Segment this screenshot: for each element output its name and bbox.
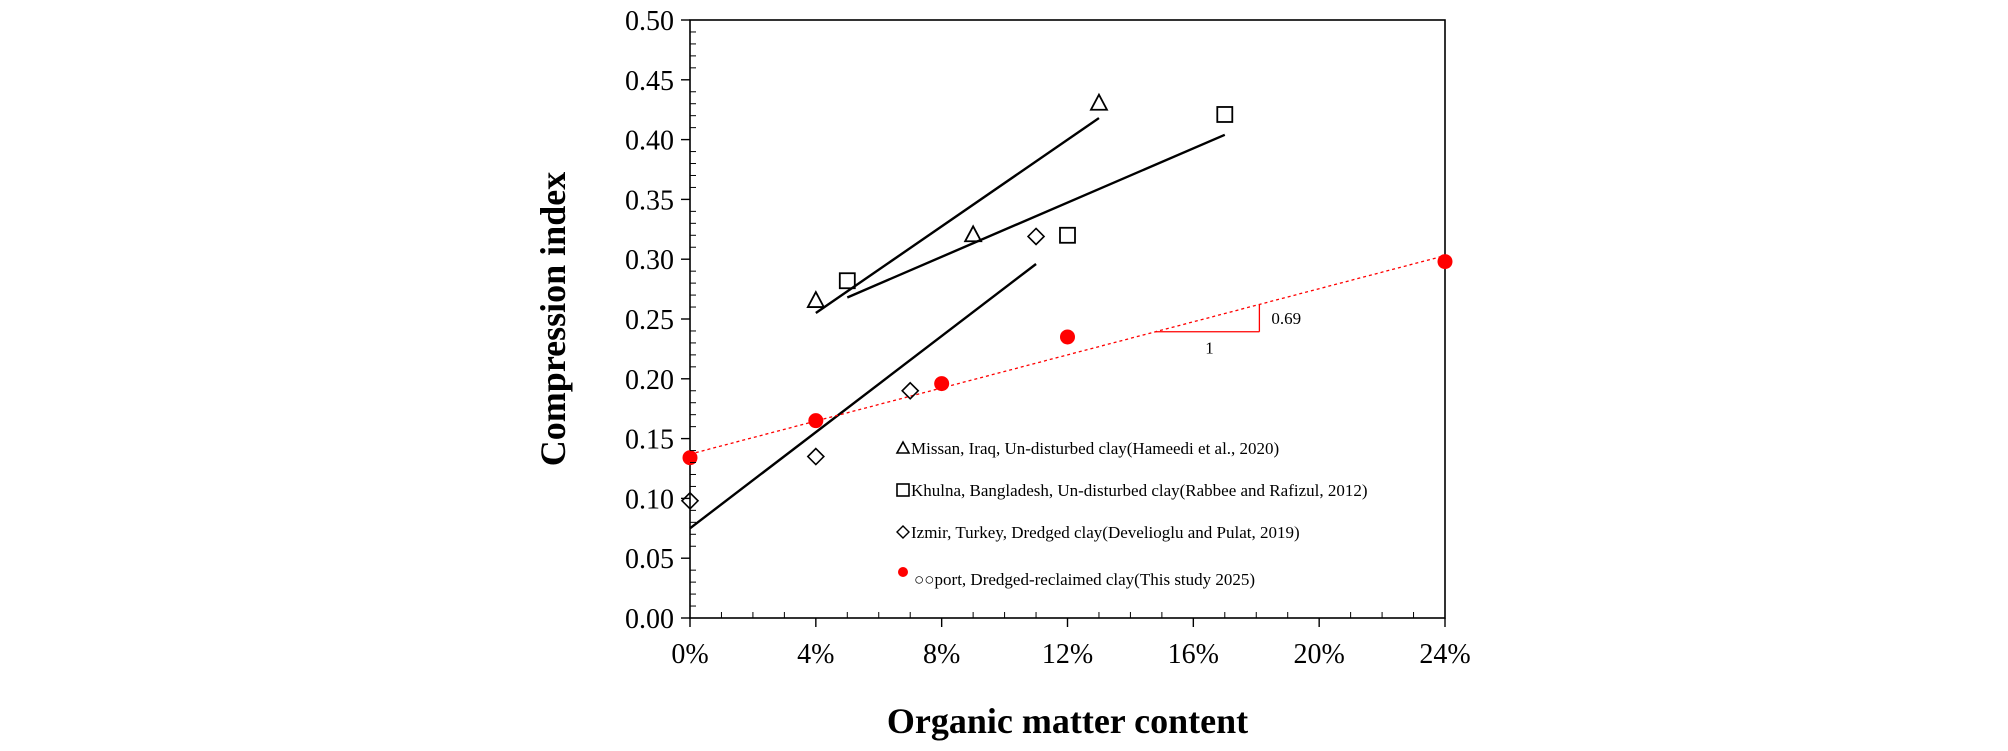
legend: Missan, Iraq, Un-disturbed clay(Hameedi … (895, 439, 1368, 589)
data-point-circle (1060, 329, 1075, 345)
x-tick-label: 20% (1294, 639, 1345, 670)
data-point-square (1216, 106, 1234, 123)
data-point-circle (934, 376, 950, 392)
data-point-circle (682, 450, 698, 466)
y-tick-label: 0.25 (625, 305, 674, 336)
x-axis-title: Organic matter content (887, 701, 1248, 741)
legend-marker-square (896, 483, 910, 497)
ticks (681, 19, 1446, 627)
data-point-triangle (1089, 92, 1109, 111)
trendline (689, 254, 1446, 455)
legend-label: Missan, Iraq, Un-disturbed clay(Hameedi … (911, 439, 1279, 458)
trendline (689, 263, 1037, 530)
trendline (815, 117, 1100, 315)
y-tick-label: 0.30 (625, 245, 674, 276)
data-point-circle (808, 413, 824, 429)
trendlines (689, 117, 1446, 530)
x-tick-label: 12% (1042, 639, 1093, 670)
legend-marker-triangle (895, 440, 911, 454)
legend-label: Izmir, Turkey, Dredged clay(Develioglu a… (911, 523, 1300, 542)
tick-labels: 0.00 0.05 0.10 0.15 0.20 0.25 0.30 0.35 0.40 0.45… (625, 6, 1471, 670)
data-point-square (1059, 226, 1076, 244)
data-point-triangle (806, 290, 826, 308)
slope-annotation: 0.69 1 (1155, 304, 1301, 358)
y-tick-label: 0.50 (625, 6, 674, 37)
legend-marker-circle (898, 567, 908, 577)
x-tick-label: 8% (923, 639, 960, 670)
data-point-diamond (806, 447, 825, 466)
legend-label: ○○port, Dredged-reclaimed clay(This stud… (914, 570, 1255, 589)
y-tick-label: 0.05 (625, 544, 674, 575)
x-tick-label: 16% (1168, 639, 1219, 670)
y-tick-label: 0.35 (625, 185, 674, 216)
data-point-circle (1437, 254, 1453, 270)
y-tick-label: 0.15 (625, 425, 674, 456)
legend-marker-diamond (896, 525, 910, 539)
data-point-diamond (1026, 227, 1046, 246)
y-tick-label: 0.00 (625, 604, 674, 635)
data-point-square (838, 272, 856, 290)
legend-label: Khulna, Bangladesh, Un-disturbed clay(Ra… (911, 481, 1368, 500)
x-tick-label: 0% (671, 639, 708, 670)
y-tick-label: 0.45 (625, 66, 674, 97)
slope-vertical-label: 0.69 (1271, 309, 1301, 328)
trendline (846, 133, 1226, 299)
y-tick-label: 0.20 (625, 365, 674, 396)
x-tick-label: 4% (797, 639, 834, 670)
data-point-diamond (901, 381, 920, 400)
data-point-triangle (963, 224, 983, 243)
y-tick-label: 0.40 (625, 126, 674, 157)
x-tick-label: 24% (1419, 639, 1470, 670)
y-tick-label: 0.10 (625, 484, 674, 515)
y-axis-title: Compression index (533, 172, 573, 466)
slope-horizontal-label: 1 (1205, 339, 1214, 358)
